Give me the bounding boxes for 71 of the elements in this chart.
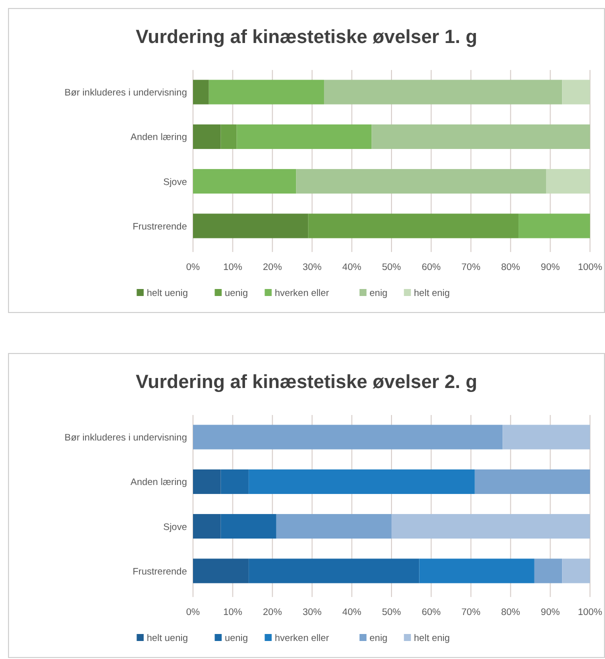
y-tick-label: Sjove — [163, 176, 187, 188]
y-tick-label: Frustrerende — [132, 566, 187, 578]
bar — [236, 124, 372, 149]
x-tick-label: 100% — [578, 262, 603, 273]
bar — [193, 124, 221, 149]
x-tick-label: 0% — [186, 607, 200, 618]
bar — [193, 80, 209, 104]
x-tick-label: 90% — [540, 607, 560, 618]
bar — [562, 80, 590, 104]
x-tick-label: 30% — [302, 262, 322, 273]
chart-title: Vurdering af kinæstetiske øvelser 2. g — [136, 372, 478, 393]
x-tick-label: 50% — [382, 262, 402, 273]
bar — [193, 169, 296, 194]
bar — [502, 424, 590, 450]
chart-title: Vurdering af kinæstetiske øvelser 1. g — [136, 27, 478, 48]
bar — [248, 469, 475, 494]
bar — [372, 124, 590, 149]
x-tick-label: 90% — [540, 262, 560, 273]
bar — [193, 514, 221, 539]
legend-label: hverken eller — [274, 288, 330, 299]
bar — [296, 169, 546, 194]
legend-label: enig — [370, 288, 388, 299]
legend-label: helt enig — [414, 633, 450, 644]
bar — [193, 214, 308, 238]
x-tick-label: 20% — [262, 607, 282, 618]
y-tick-label: Sjove — [163, 522, 187, 533]
bar — [419, 558, 534, 584]
legend-label: hverken eller — [274, 633, 330, 644]
bar — [308, 214, 519, 238]
bar — [193, 424, 503, 450]
x-tick-label: 40% — [342, 607, 362, 618]
bar — [562, 558, 590, 584]
bar — [534, 558, 562, 584]
bar — [546, 169, 590, 194]
legend-label: enig — [370, 633, 388, 644]
x-tick-label: 50% — [382, 607, 402, 618]
bar — [276, 514, 392, 539]
x-tick-label: 0% — [186, 262, 200, 273]
bar — [220, 514, 276, 539]
x-tick-label: 100% — [578, 607, 603, 618]
y-tick-label: Frustrerende — [132, 221, 187, 232]
bar — [248, 558, 420, 584]
x-tick-label: 80% — [501, 262, 521, 273]
bar — [193, 469, 221, 494]
y-tick-label: Anden læring — [130, 132, 187, 144]
legend-label: helt uenig — [146, 288, 188, 299]
x-tick-label: 70% — [461, 262, 481, 273]
bar — [518, 214, 590, 238]
bar — [392, 514, 590, 539]
x-tick-label: 60% — [422, 262, 442, 273]
legend-label: helt enig — [414, 288, 450, 299]
y-tick-label: Anden læring — [130, 477, 187, 488]
x-tick-label: 30% — [302, 607, 322, 618]
bar — [220, 469, 249, 494]
y-tick-label: Bør inkluderes i undervisning — [64, 432, 187, 444]
x-tick-label: 60% — [422, 607, 442, 618]
x-tick-label: 10% — [223, 262, 243, 273]
legend-label: uenig — [224, 288, 248, 299]
x-tick-label: 40% — [342, 262, 362, 273]
x-tick-label: 80% — [501, 607, 521, 618]
y-tick-label: Bør inkluderes i undervisning — [64, 88, 187, 99]
bar — [220, 124, 237, 149]
bar — [208, 80, 324, 104]
bar — [474, 469, 590, 494]
x-tick-label: 10% — [223, 607, 243, 618]
bar — [193, 558, 249, 584]
x-tick-label: 70% — [461, 607, 481, 618]
legend-label: uenig — [224, 633, 248, 644]
x-tick-label: 20% — [262, 262, 282, 273]
legend-label: helt uenig — [146, 633, 188, 644]
bar — [324, 80, 562, 104]
